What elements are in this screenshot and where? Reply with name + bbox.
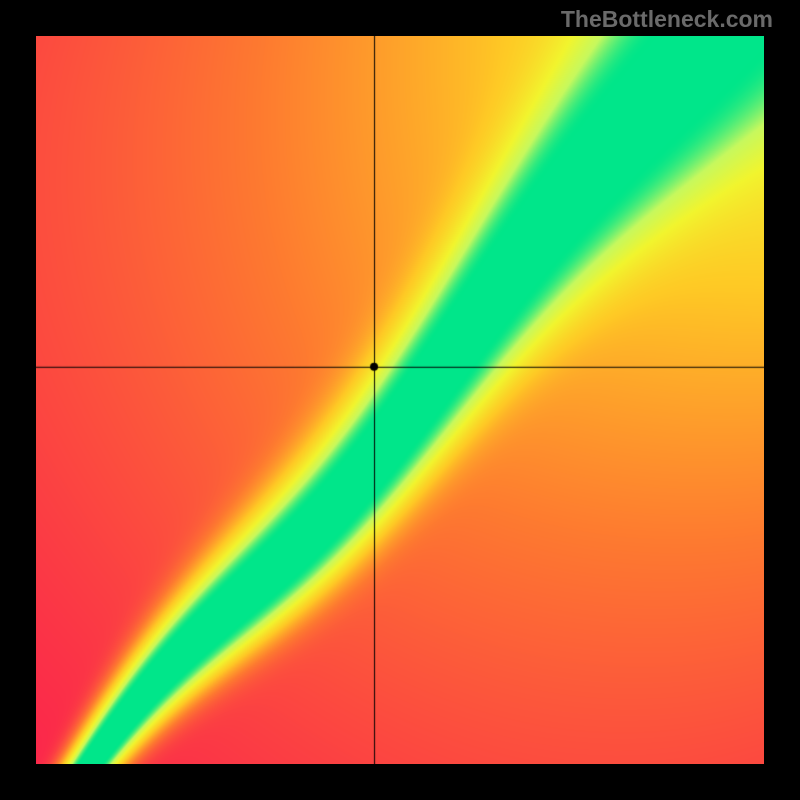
- site-watermark: TheBottleneck.com: [561, 6, 773, 33]
- chart-root: TheBottleneck.com: [0, 0, 800, 800]
- bottleneck-heatmap: [36, 36, 764, 764]
